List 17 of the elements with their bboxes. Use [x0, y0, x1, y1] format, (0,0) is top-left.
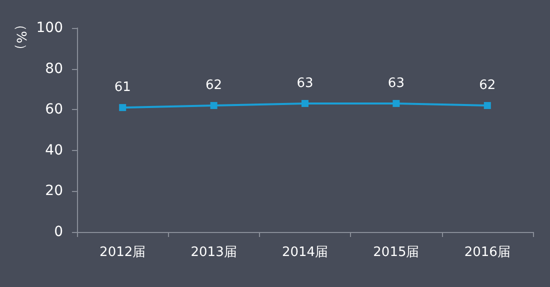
data-label: 63	[388, 76, 404, 91]
data-label: 62	[479, 78, 496, 94]
x-tick-label: 2015届	[373, 245, 420, 260]
y-tick-label: 20	[45, 183, 63, 200]
x-tick-label: 2012届	[100, 245, 146, 260]
x-tick-label: 2014届	[282, 245, 328, 260]
data-label: 61	[114, 80, 131, 96]
x-tick-label: 2016届	[464, 245, 510, 260]
y-tick-label: 0	[54, 224, 63, 240]
y-tick-label: 100	[36, 20, 63, 36]
y-tick-label: 60	[45, 102, 63, 118]
y-tick-label: 40	[45, 142, 63, 158]
x-tick-label: 2013届	[190, 245, 237, 260]
data-label: 63	[296, 76, 314, 91]
y-tick-label: 80	[45, 60, 63, 77]
y-axis-title: （%）	[13, 18, 28, 56]
data-label: 62	[206, 78, 222, 94]
